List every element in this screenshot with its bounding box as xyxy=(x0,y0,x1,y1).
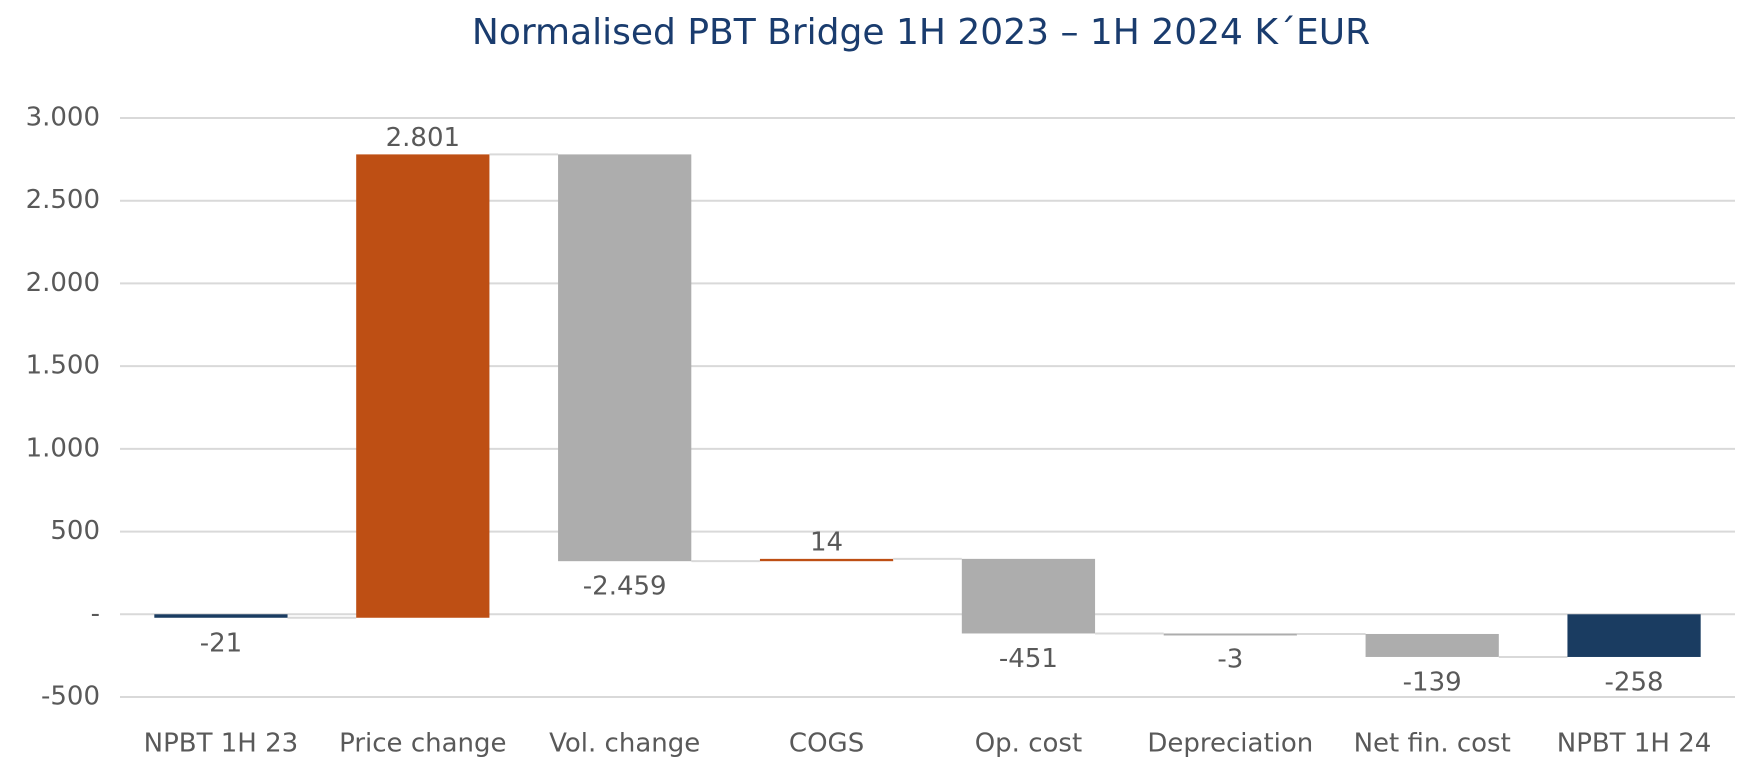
data-label: 2.801 xyxy=(386,123,460,153)
bar xyxy=(1365,633,1499,657)
y-tick-label: 1.500 xyxy=(26,351,100,381)
data-label: -3 xyxy=(1217,644,1243,674)
bar xyxy=(154,614,288,618)
bar xyxy=(356,154,490,618)
y-tick-label: 2.000 xyxy=(26,268,100,298)
x-tick-label: Net fin. cost xyxy=(1354,729,1511,759)
x-tick-label: Op. cost xyxy=(975,729,1082,759)
data-label: -21 xyxy=(200,628,242,658)
y-tick-label: 1.000 xyxy=(26,433,100,463)
bar xyxy=(961,558,1096,634)
y-tick-label: -500 xyxy=(41,682,100,712)
bar xyxy=(558,154,692,562)
x-tick-label: Price change xyxy=(339,729,506,759)
x-tick-label: NPBT 1H 23 xyxy=(144,729,299,759)
y-tick-label: 2.500 xyxy=(26,185,100,215)
data-label: -451 xyxy=(999,644,1058,674)
bar xyxy=(759,558,894,562)
y-tick-label: - xyxy=(91,599,100,629)
x-tick-label: NPBT 1H 24 xyxy=(1557,729,1712,759)
data-label: -2.459 xyxy=(583,572,667,602)
x-tick-label: Vol. change xyxy=(549,729,700,759)
data-label: 14 xyxy=(810,527,843,557)
x-tick-label: Depreciation xyxy=(1147,729,1313,759)
y-tick-label: 500 xyxy=(50,516,100,546)
data-label: -139 xyxy=(1403,667,1462,697)
bar xyxy=(1163,633,1297,636)
x-tick-label: COGS xyxy=(789,729,864,759)
chart-title: Normalised PBT Bridge 1H 2023 – 1H 2024 … xyxy=(472,12,1370,53)
data-label: -258 xyxy=(1605,667,1664,697)
y-tick-label: 3.000 xyxy=(26,103,100,133)
bar xyxy=(1567,614,1701,657)
